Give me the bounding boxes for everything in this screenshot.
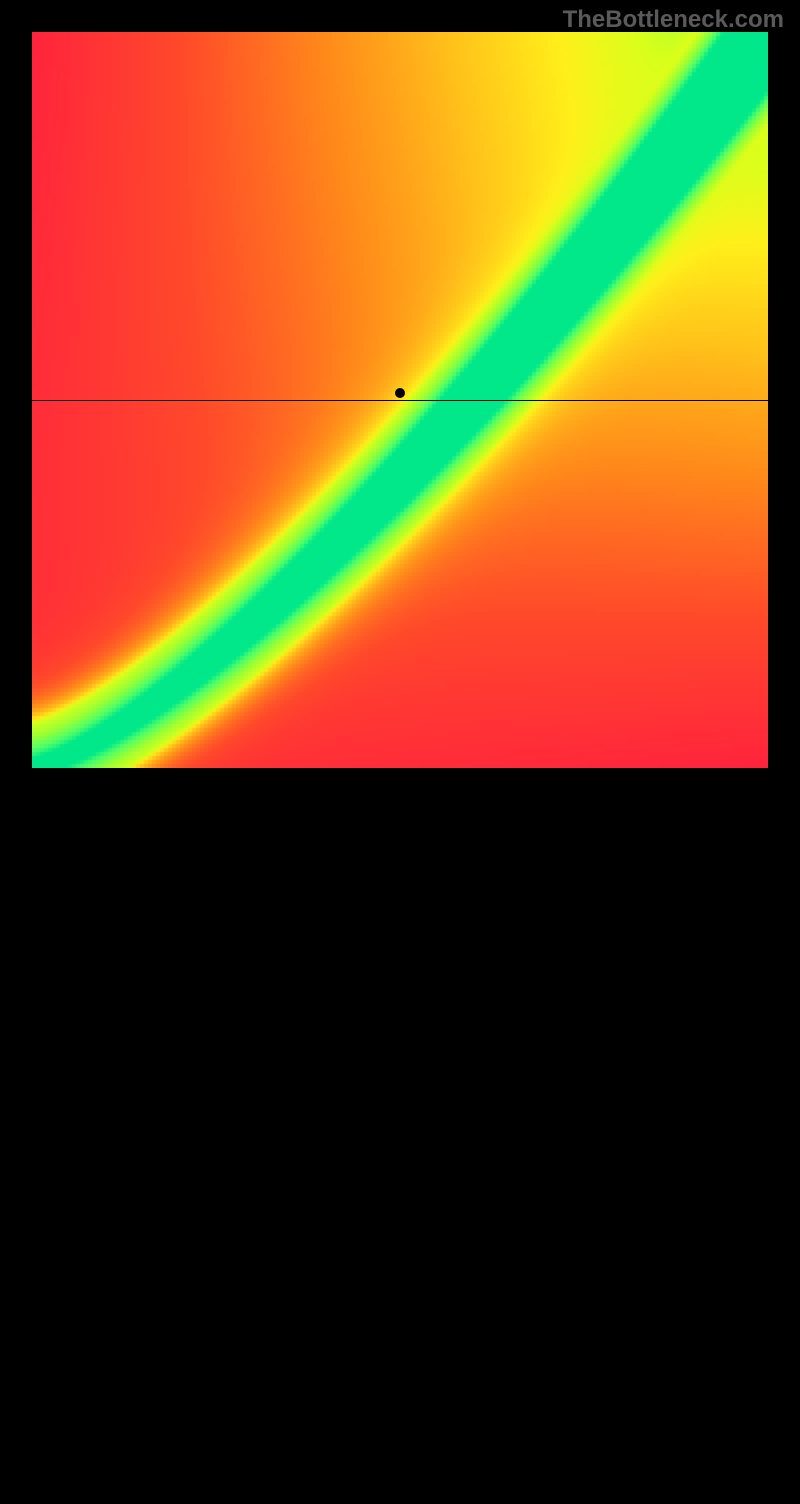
crosshair-horizontal <box>32 400 768 401</box>
heatmap-container <box>32 32 768 768</box>
watermark-text: TheBottleneck.com <box>563 6 784 34</box>
data-point-marker <box>395 388 405 398</box>
crosshair-vertical <box>400 768 401 1504</box>
